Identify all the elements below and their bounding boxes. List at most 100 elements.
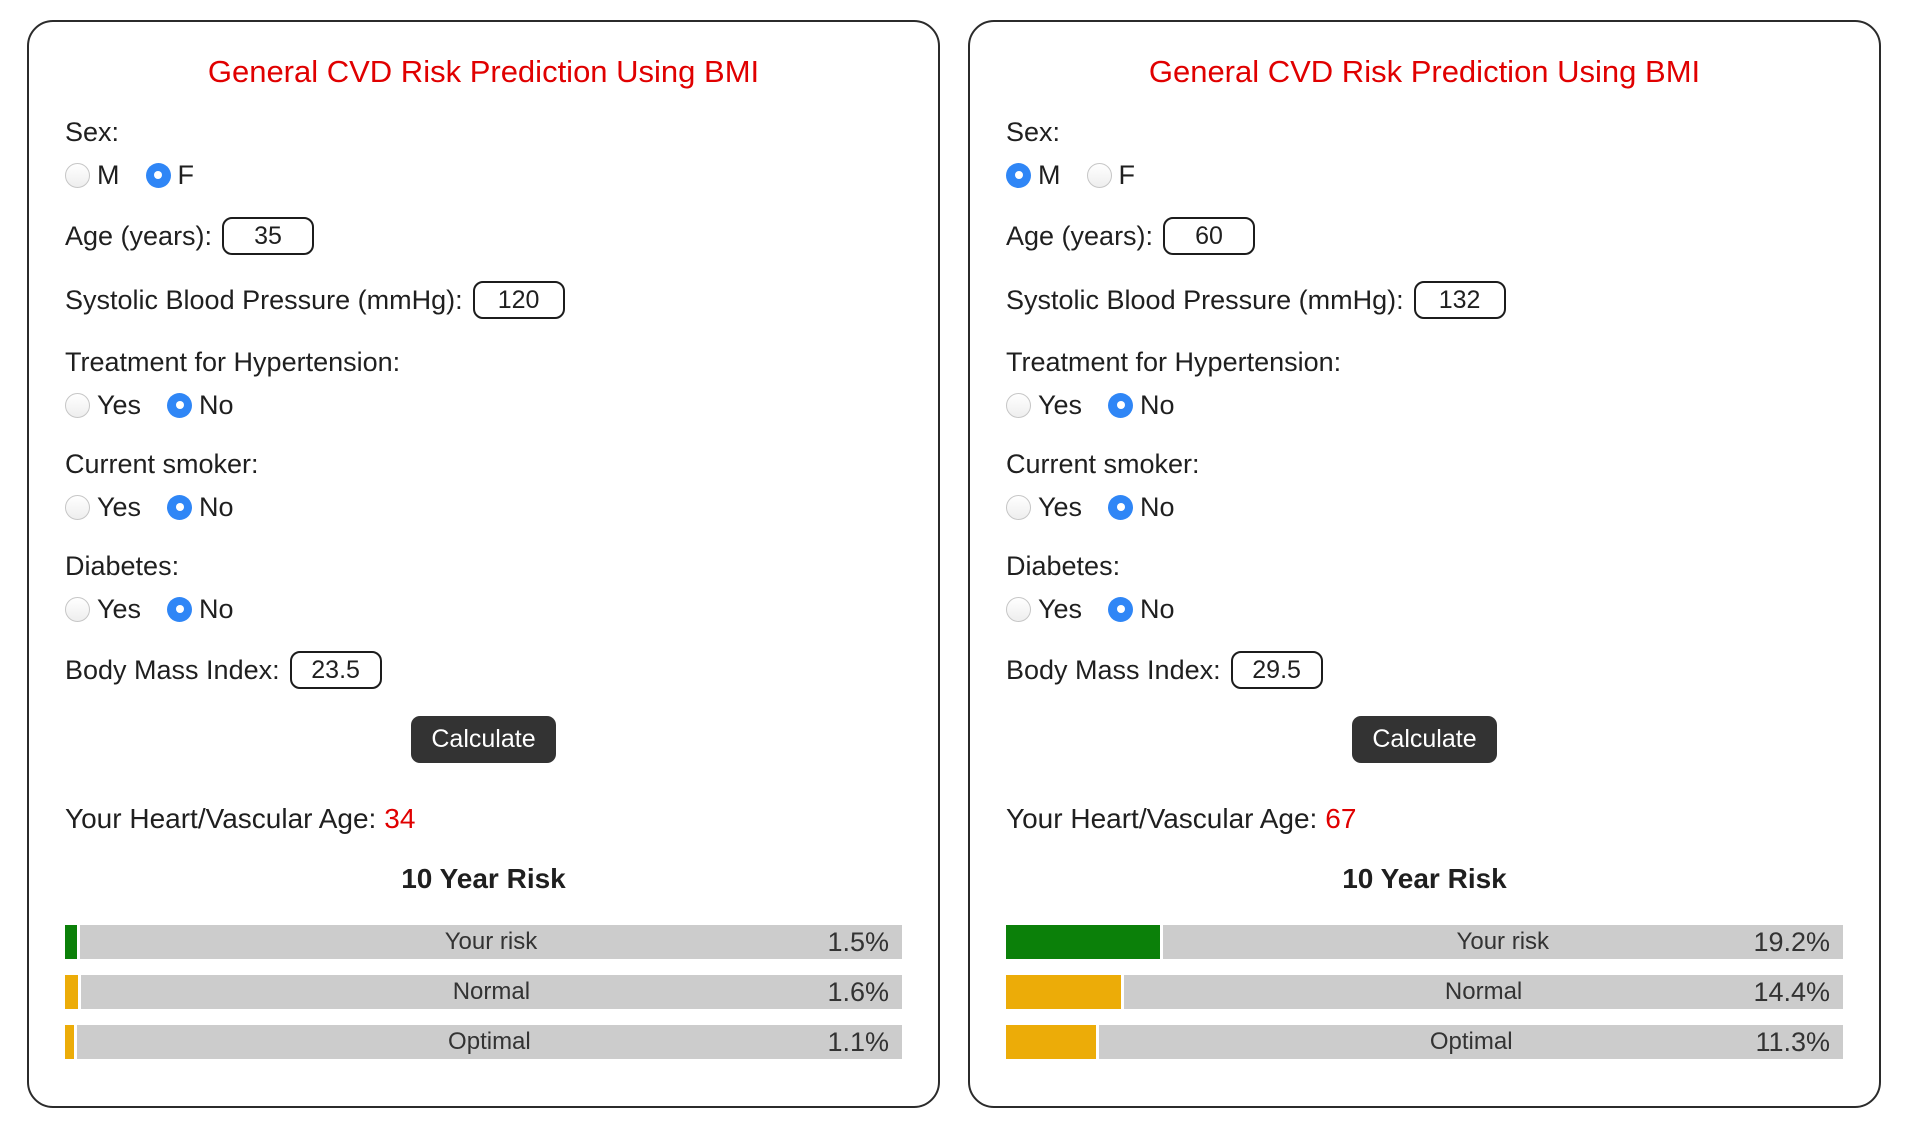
radio-htn-yes-icon[interactable] (1006, 392, 1031, 418)
sex-male-label: M (97, 159, 120, 190)
sex-female-label: F (1118, 159, 1136, 190)
sbp-label: Systolic Blood Pressure (mmHg): (65, 284, 463, 315)
radio-male-icon[interactable] (65, 162, 90, 188)
sex-label: Sex: (1006, 117, 1061, 147)
bmi-input[interactable] (1230, 651, 1323, 689)
cvd-panel-left: General CVD Risk Prediction Using BMI Se… (27, 20, 940, 1108)
diabetes-radio-group: Yes No (65, 592, 902, 626)
optimal-label: Optimal (448, 1028, 531, 1055)
sex-radio-group: M F (1006, 158, 1843, 192)
hypertension-option-no[interactable]: No (1108, 390, 1175, 421)
hypertension-option-no[interactable]: No (167, 390, 234, 421)
radio-female-icon[interactable] (1086, 162, 1112, 188)
calculate-row: Calculate (1006, 716, 1843, 763)
heart-age-value: 34 (384, 803, 416, 834)
optimal-fill (65, 1025, 74, 1059)
normal-label: Normal (1444, 978, 1523, 1005)
smoker-option-yes[interactable]: Yes (1006, 492, 1082, 523)
smoker-no-label: No (1140, 491, 1175, 522)
radio-female-icon[interactable] (145, 162, 171, 188)
age-input[interactable] (1163, 217, 1256, 255)
ten-year-risk-title: 10 Year Risk (401, 863, 566, 894)
heart-age-value: 67 (1325, 803, 1357, 834)
radio-smoker-no-icon[interactable] (1108, 494, 1134, 520)
risk-bar-optimal: Optimal 11.3% (1006, 1025, 1843, 1059)
radio-smoker-yes-icon[interactable] (65, 494, 90, 520)
age-field-row: Age (years): (1006, 216, 1843, 256)
diabetes-option-yes[interactable]: Yes (65, 594, 141, 625)
diabetes-no-label: No (1140, 593, 1175, 624)
hypertension-no-label: No (199, 389, 234, 420)
your-risk-track: Your risk 19.2% (1162, 925, 1843, 959)
sbp-input[interactable] (472, 281, 565, 319)
bmi-label: Body Mass Index: (1006, 654, 1221, 685)
age-input[interactable] (222, 217, 315, 255)
hypertension-yes-label: Yes (97, 389, 142, 420)
smoker-label: Current smoker: (65, 449, 259, 479)
diabetes-option-yes[interactable]: Yes (1006, 594, 1082, 625)
age-label: Age (years): (1006, 220, 1154, 251)
diabetes-label: Diabetes: (65, 551, 180, 581)
bmi-label: Body Mass Index: (65, 654, 280, 685)
normal-fill (65, 975, 78, 1009)
calculate-row: Calculate (65, 716, 902, 763)
normal-track: Normal 14.4% (1124, 975, 1843, 1009)
optimal-label: Optimal (1429, 1028, 1513, 1055)
radio-htn-no-icon[interactable] (167, 392, 193, 418)
your-risk-fill (65, 925, 77, 959)
hypertension-option-yes[interactable]: Yes (1006, 390, 1082, 421)
sex-option-female[interactable]: F (145, 160, 194, 191)
risk-bars: Your risk 19.2% Normal 14.4% Optimal 11.… (1006, 925, 1843, 1059)
your-risk-percent: 1.5% (827, 926, 889, 957)
your-risk-label: Your risk (444, 928, 538, 955)
optimal-percent: 1.1% (827, 1026, 889, 1057)
normal-label: Normal (452, 978, 531, 1005)
hypertension-yes-label: Yes (1038, 389, 1083, 420)
sex-option-male[interactable]: M (65, 160, 120, 191)
bmi-input[interactable] (289, 651, 382, 689)
your-risk-fill (1006, 925, 1160, 959)
age-field-row: Age (years): (65, 216, 902, 256)
risk-bar-normal: Normal 14.4% (1006, 975, 1843, 1009)
heart-age-label: Your Heart/Vascular Age: (65, 803, 377, 834)
hypertension-option-yes[interactable]: Yes (65, 390, 141, 421)
diabetes-option-no[interactable]: No (1108, 594, 1175, 625)
normal-fill (1006, 975, 1122, 1009)
calculate-button[interactable]: Calculate (1352, 716, 1497, 763)
radio-diabetes-no-icon[interactable] (1108, 596, 1134, 622)
cvd-panel-right: General CVD Risk Prediction Using BMI Se… (968, 20, 1881, 1108)
page-title: General CVD Risk Prediction Using BMI (207, 54, 760, 89)
smoker-radio-group: Yes No (1006, 490, 1843, 524)
normal-percent: 14.4% (1753, 976, 1830, 1007)
radio-male-icon[interactable] (1006, 162, 1031, 188)
radio-htn-yes-icon[interactable] (65, 392, 90, 418)
sex-option-female[interactable]: F (1086, 159, 1136, 191)
radio-htn-no-icon[interactable] (1108, 392, 1134, 418)
optimal-track: Optimal 1.1% (76, 1025, 902, 1059)
your-risk-track: Your risk 1.5% (80, 925, 902, 959)
diabetes-no-label: No (199, 593, 234, 624)
radio-smoker-yes-icon[interactable] (1006, 494, 1031, 520)
calculate-button[interactable]: Calculate (411, 716, 556, 763)
risk-bar-your-risk: Your risk 1.5% (65, 925, 902, 959)
smoker-option-yes[interactable]: Yes (65, 492, 141, 523)
page-title: General CVD Risk Prediction Using BMI (1148, 54, 1701, 89)
heart-age-label: Your Heart/Vascular Age: (1006, 803, 1318, 834)
smoker-no-label: No (199, 491, 234, 522)
smoker-yes-label: Yes (97, 491, 142, 522)
sex-option-male[interactable]: M (1006, 160, 1061, 191)
diabetes-radio-group: Yes No (1006, 592, 1843, 626)
smoker-option-no[interactable]: No (1108, 492, 1175, 523)
radio-diabetes-yes-icon[interactable] (1006, 596, 1031, 622)
radio-diabetes-yes-icon[interactable] (65, 596, 90, 622)
smoker-option-no[interactable]: No (167, 492, 234, 523)
bmi-field-row: Body Mass Index: (1006, 650, 1843, 690)
sbp-input[interactable] (1413, 281, 1506, 319)
sbp-label: Systolic Blood Pressure (mmHg): (1006, 284, 1404, 315)
sbp-field-row: Systolic Blood Pressure (mmHg): (1006, 280, 1843, 320)
radio-smoker-no-icon[interactable] (167, 494, 193, 520)
radio-diabetes-no-icon[interactable] (167, 596, 193, 622)
diabetes-option-no[interactable]: No (167, 594, 234, 625)
smoker-radio-group: Yes No (65, 490, 902, 524)
heart-age-line: Your Heart/Vascular Age: 67 (1006, 803, 1843, 835)
